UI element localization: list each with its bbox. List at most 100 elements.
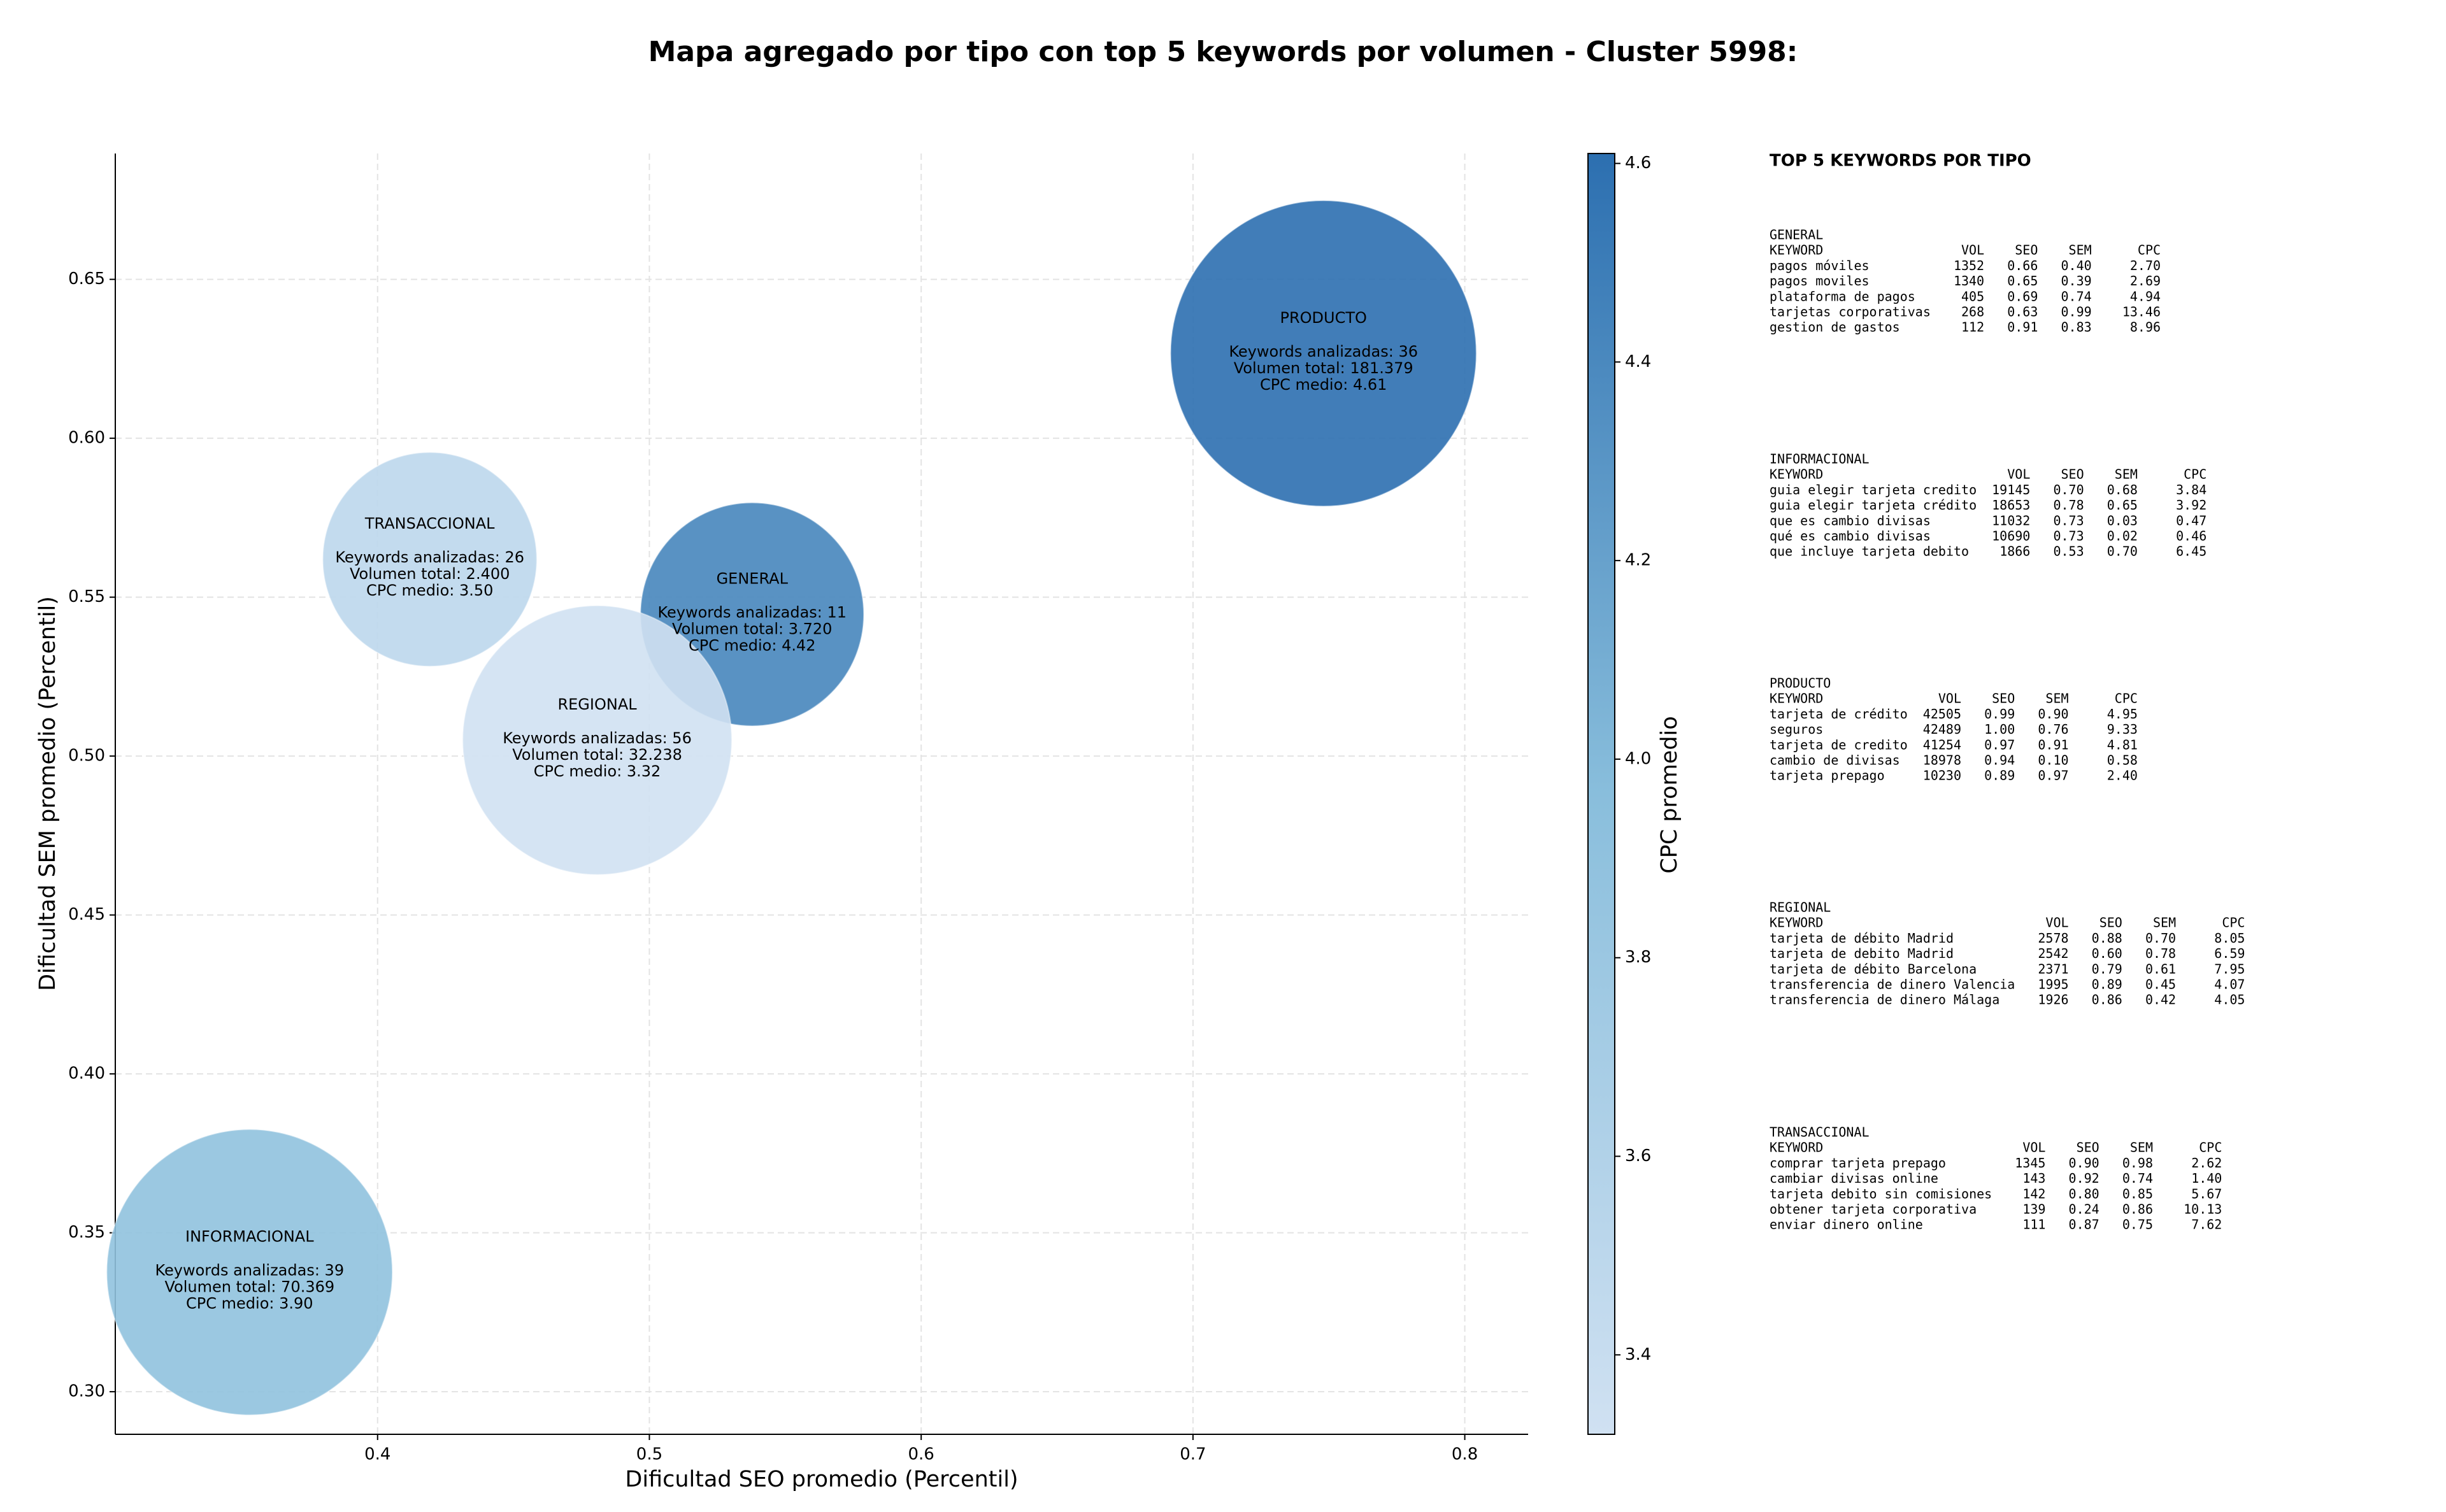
table-cell: 42489: [1923, 722, 1961, 737]
table-cell: 0.87: [2069, 1217, 2099, 1232]
table-cell: 4.05: [2214, 992, 2245, 1008]
table-header: SEO: [2061, 467, 2084, 482]
colorbar-tick-label: 4.0: [1625, 749, 1651, 768]
table-cell: guia elegir tarjeta crédito: [1770, 497, 1977, 513]
table-cell: 9.33: [2107, 722, 2138, 737]
table-header: VOL: [2045, 915, 2068, 931]
table-cell: 0.58: [2107, 753, 2138, 768]
table-cell: 4.81: [2107, 737, 2138, 752]
bubble-annotation: Keywords analizadas: 26: [335, 548, 524, 566]
table-cell: 2.40: [2107, 768, 2138, 783]
table-cell: 4.95: [2107, 706, 2138, 722]
table-cell: 10230: [1923, 768, 1961, 783]
colorbar-tick-label: 3.8: [1625, 948, 1651, 967]
table-cell: 41254: [1923, 737, 1961, 752]
bubble: [462, 604, 733, 876]
table-cell: 1.40: [2191, 1171, 2222, 1186]
table-cell: 0.46: [2176, 529, 2206, 544]
table-cell: 7.95: [2214, 961, 2245, 976]
table-cell: 0.79: [2092, 961, 2122, 976]
table-cell: 2578: [2038, 931, 2068, 946]
table-cell: 11032: [1992, 513, 2030, 528]
y-tick-label: 0.45: [68, 905, 105, 924]
table-cell: 1.00: [1984, 722, 2015, 737]
table-cell: 139: [2022, 1202, 2045, 1217]
y-tick-label: 0.65: [68, 269, 105, 289]
colorbar-label: CPC promedio: [1657, 716, 1682, 873]
table-cell: pagos móviles: [1770, 258, 1870, 273]
table-cell: cambiar divisas online: [1770, 1171, 1938, 1186]
table-cell: tarjeta de débito Barcelona: [1770, 961, 1977, 976]
table-cell: 6.45: [2176, 544, 2206, 559]
table-cell: 0.68: [2107, 482, 2138, 497]
table-cell: 0.39: [2061, 273, 2092, 289]
table-header: VOL: [2007, 467, 2030, 482]
table-cell: 0.53: [2053, 544, 2084, 559]
bubble-annotation: Keywords analizadas: 11: [657, 604, 847, 622]
bubble-annotation: Volumen total: 70.369: [164, 1278, 334, 1296]
table-cell: tarjeta prepago: [1770, 768, 1885, 783]
section-name: REGIONAL: [1770, 900, 1831, 915]
table-cell: 0.80: [2069, 1186, 2099, 1201]
table-cell: 142: [2022, 1186, 2045, 1201]
table-cell: 0.60: [2092, 946, 2122, 961]
table-cell: gestion de gastos: [1770, 320, 1900, 335]
table-cell: transferencia de dinero Valencia: [1770, 977, 2015, 992]
table-cell: enviar dinero online: [1770, 1217, 1923, 1232]
table-cell: 3.92: [2176, 497, 2206, 513]
table-cell: 4.07: [2214, 977, 2245, 992]
bubble-annotation: Keywords analizadas: 36: [1229, 343, 1418, 360]
table-cell: qué es cambio divisas: [1770, 529, 1931, 544]
table-header: VOL: [1961, 243, 1984, 258]
bubble-annotation: CPC medio: 3.50: [366, 581, 494, 599]
bubble-annotation: Keywords analizadas: 39: [155, 1262, 344, 1280]
table-cell: 0.61: [2145, 961, 2176, 976]
table-header: CPC: [2115, 691, 2138, 706]
table-cell: 0.92: [2069, 1171, 2099, 1186]
table-cell: 0.85: [2122, 1186, 2153, 1201]
table-cell: 4.94: [2130, 289, 2161, 304]
table-cell: comprar tarjeta prepago: [1770, 1155, 1946, 1171]
table-header: SEM: [2115, 467, 2138, 482]
section-name: GENERAL: [1770, 227, 1823, 243]
table-cell: 0.90: [2069, 1155, 2099, 1171]
table-cell: 1340: [1954, 273, 1984, 289]
table-cell: 0.88: [2092, 931, 2122, 946]
colorbar-tick-label: 3.6: [1625, 1146, 1651, 1166]
table-cell: 18978: [1923, 753, 1961, 768]
table-cell: 0.73: [2053, 513, 2084, 528]
x-tick-label: 0.5: [636, 1445, 662, 1464]
table-cell: 10690: [1992, 529, 2030, 544]
table-header: SEM: [2153, 915, 2176, 931]
section-name: TRANSACCIONAL: [1770, 1125, 1870, 1140]
x-tick-label: 0.6: [908, 1445, 934, 1464]
table-header: KEYWORD: [1770, 915, 1823, 931]
table-header: CPC: [2138, 243, 2161, 258]
table-header: CPC: [2199, 1140, 2222, 1155]
table-header: VOL: [2022, 1140, 2045, 1155]
colorbar: [1587, 153, 1615, 1435]
table-cell: 1352: [1954, 258, 1984, 273]
table-cell: 6.59: [2214, 946, 2245, 961]
bubble-annotation: Volumen total: 32.238: [512, 746, 682, 764]
table-cell: 0.78: [2053, 497, 2084, 513]
table-cell: 0.02: [2107, 529, 2138, 544]
y-axis-label: Dificultad SEM promedio (Percentil): [35, 596, 61, 991]
table-cell: transferencia de dinero Málaga: [1770, 992, 1999, 1008]
colorbar-tick-label: 4.6: [1625, 153, 1651, 173]
table-cell: 0.97: [2038, 768, 2068, 783]
table-cell: 5.67: [2191, 1186, 2222, 1201]
table-cell: 0.98: [2122, 1155, 2153, 1171]
bubble-name: PRODUCTO: [1280, 309, 1366, 327]
table-cell: 0.74: [2061, 289, 2092, 304]
bubble-name: INFORMACIONAL: [185, 1228, 314, 1246]
table-cell: 8.05: [2214, 931, 2245, 946]
table-cell: 0.65: [2107, 497, 2138, 513]
x-tick-label: 0.8: [1452, 1445, 1478, 1464]
table-cell: 0.74: [2122, 1171, 2153, 1186]
table-cell: 10.13: [2184, 1202, 2222, 1217]
section-name: INFORMACIONAL: [1770, 452, 1870, 467]
bubble-annotation: CPC medio: 4.42: [689, 637, 816, 655]
table-cell: 0.97: [1984, 737, 2015, 752]
table-cell: 0.42: [2145, 992, 2176, 1008]
